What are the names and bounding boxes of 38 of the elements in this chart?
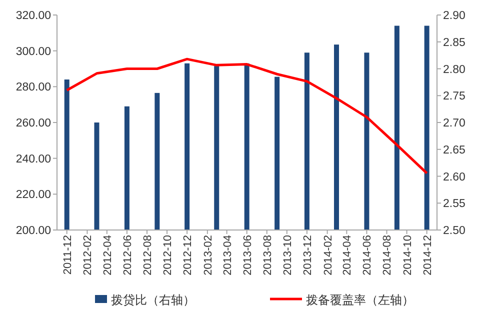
y2-tick-label: 2.60 bbox=[443, 171, 466, 184]
x-tick-label: 2014-02 bbox=[322, 235, 334, 276]
x-tick-label: 2013-08 bbox=[262, 235, 274, 276]
x-tick-label: 2014-04 bbox=[342, 235, 354, 276]
y2-tick-label: 2.65 bbox=[443, 144, 466, 156]
x-tick-label: 2013-02 bbox=[202, 235, 214, 276]
y2-tick-label: 2.50 bbox=[443, 225, 466, 237]
x-tick-label: 2012-10 bbox=[162, 235, 174, 276]
line-series bbox=[66, 58, 428, 174]
x-tick-label: 2011-12 bbox=[62, 235, 74, 275]
x-tick-label: 2013-06 bbox=[242, 235, 254, 276]
x-tick-label: 2014-10 bbox=[402, 235, 414, 276]
x-tick-label: 2013-10 bbox=[282, 235, 294, 276]
x-tick-label: 2013-12 bbox=[302, 235, 314, 276]
y-tick-label: 200.00 bbox=[16, 225, 51, 237]
x-tick-label: 2014-06 bbox=[362, 235, 374, 276]
x-tick-label: 2014-08 bbox=[382, 235, 394, 276]
x-tick-label: 2012-06 bbox=[122, 235, 134, 276]
x-tick-label: 2013-04 bbox=[222, 235, 234, 276]
y2-tick-label: 2.80 bbox=[443, 64, 466, 76]
y2-tick-label: 2.75 bbox=[443, 90, 466, 103]
legend-label: 拨备覆盖率（左轴） bbox=[306, 293, 414, 307]
y2-tick-label: 2.90 bbox=[443, 10, 466, 22]
y-tick-label: 220.00 bbox=[16, 189, 51, 202]
y-tick-label: 300.00 bbox=[16, 46, 51, 58]
x-tick-label: 2012-08 bbox=[142, 235, 154, 276]
x-tick-label: 2012-02 bbox=[82, 235, 94, 276]
y-tick-label: 240.00 bbox=[16, 153, 51, 166]
x-tick-label: 2014-12 bbox=[422, 235, 434, 276]
y-tick-label: 280.00 bbox=[16, 82, 51, 94]
y-tick-label: 260.00 bbox=[16, 118, 51, 130]
x-tick-label: 2012-04 bbox=[102, 235, 114, 276]
y-tick-label: 320.00 bbox=[16, 10, 51, 22]
y2-tick-label: 2.85 bbox=[443, 36, 466, 49]
y2-tick-label: 2.55 bbox=[443, 198, 466, 210]
x-tick-label: 2012-12 bbox=[182, 235, 194, 276]
legend-label: 拨贷比（右轴） bbox=[111, 293, 195, 307]
y2-tick-label: 2.70 bbox=[443, 118, 466, 130]
